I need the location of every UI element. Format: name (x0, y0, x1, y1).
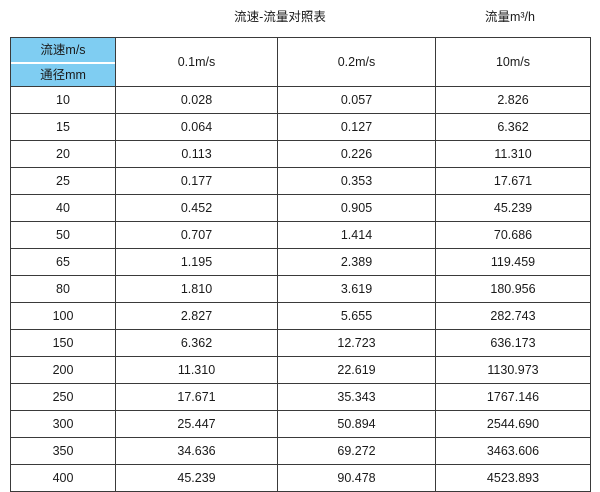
row-value-0: 1.195 (115, 248, 278, 276)
row-dn: 200 (10, 356, 116, 384)
row-dn: 50 (10, 221, 116, 249)
corner-header-top-label: 流速m/s (11, 38, 115, 64)
row-value-0: 6.362 (115, 329, 278, 357)
corner-header-stack: 流速m/s 通径mm (11, 38, 115, 87)
table-row: 250 17.671 35.343 1767.146 (10, 383, 591, 411)
table-row: 65 1.195 2.389 119.459 (10, 248, 591, 276)
row-value-1: 50.894 (277, 410, 436, 438)
row-value-2: 1767.146 (435, 383, 591, 411)
table-row: 80 1.810 3.619 180.956 (10, 275, 591, 303)
row-value-1: 12.723 (277, 329, 436, 357)
row-value-1: 0.353 (277, 167, 436, 195)
column-header-1: 0.2m/s (277, 37, 436, 87)
row-value-0: 0.113 (115, 140, 278, 168)
table-row: 50 0.707 1.414 70.686 (10, 221, 591, 249)
table-body: 流速m/s 通径mm 0.1m/s 0.2m/s 10m/s 10 0.028 … (10, 37, 591, 492)
corner-header-cell: 流速m/s 通径mm (10, 37, 116, 87)
row-value-2: 3463.606 (435, 437, 591, 465)
row-dn: 300 (10, 410, 116, 438)
row-value-1: 0.226 (277, 140, 436, 168)
table-row: 40 0.452 0.905 45.239 (10, 194, 591, 222)
row-value-2: 70.686 (435, 221, 591, 249)
row-dn: 40 (10, 194, 116, 222)
row-value-2: 2.826 (435, 86, 591, 114)
row-dn: 350 (10, 437, 116, 465)
row-value-0: 0.177 (115, 167, 278, 195)
row-value-0: 0.064 (115, 113, 278, 141)
table-header-row: 流速m/s 通径mm 0.1m/s 0.2m/s 10m/s (10, 37, 591, 87)
row-value-1: 5.655 (277, 302, 436, 330)
row-dn: 65 (10, 248, 116, 276)
row-value-0: 34.636 (115, 437, 278, 465)
row-dn: 10 (10, 86, 116, 114)
row-value-0: 0.028 (115, 86, 278, 114)
unit-title: 流量m³/h (484, 10, 535, 24)
row-value-0: 45.239 (115, 464, 278, 492)
caption-row: 流速-流量对照表 流量m³/h (0, 0, 600, 34)
column-header-0: 0.1m/s (115, 37, 278, 87)
table-row: 150 6.362 12.723 636.173 (10, 329, 591, 357)
row-value-2: 636.173 (435, 329, 591, 357)
row-dn: 25 (10, 167, 116, 195)
row-value-0: 25.447 (115, 410, 278, 438)
row-dn: 20 (10, 140, 116, 168)
table-row: 15 0.064 0.127 6.362 (10, 113, 591, 141)
row-value-0: 0.452 (115, 194, 278, 222)
table-row: 10 0.028 0.057 2.826 (10, 86, 591, 114)
row-value-1: 3.619 (277, 275, 436, 303)
row-value-2: 6.362 (435, 113, 591, 141)
row-value-2: 45.239 (435, 194, 591, 222)
row-dn: 150 (10, 329, 116, 357)
row-value-1: 90.478 (277, 464, 436, 492)
row-value-2: 180.956 (435, 275, 591, 303)
table-row: 20 0.113 0.226 11.310 (10, 140, 591, 168)
row-dn: 100 (10, 302, 116, 330)
row-value-1: 69.272 (277, 437, 436, 465)
row-value-2: 17.671 (435, 167, 591, 195)
row-value-0: 2.827 (115, 302, 278, 330)
row-value-0: 11.310 (115, 356, 278, 384)
page-title: 流速-流量对照表 (234, 10, 326, 24)
row-value-0: 1.810 (115, 275, 278, 303)
corner-header-bottom-label: 通径mm (11, 64, 115, 87)
row-value-1: 0.127 (277, 113, 436, 141)
row-value-2: 1130.973 (435, 356, 591, 384)
table-row: 400 45.239 90.478 4523.893 (10, 464, 591, 492)
row-value-1: 35.343 (277, 383, 436, 411)
table-row: 100 2.827 5.655 282.743 (10, 302, 591, 330)
row-value-2: 282.743 (435, 302, 591, 330)
flow-rate-table: 流速m/s 通径mm 0.1m/s 0.2m/s 10m/s 10 0.028 … (10, 37, 591, 492)
row-value-1: 22.619 (277, 356, 436, 384)
table-container: 流速m/s 通径mm 0.1m/s 0.2m/s 10m/s 10 0.028 … (10, 37, 591, 492)
row-dn: 15 (10, 113, 116, 141)
table-row: 300 25.447 50.894 2544.690 (10, 410, 591, 438)
row-value-0: 17.671 (115, 383, 278, 411)
table-row: 350 34.636 69.272 3463.606 (10, 437, 591, 465)
row-dn: 250 (10, 383, 116, 411)
row-value-0: 0.707 (115, 221, 278, 249)
row-dn: 80 (10, 275, 116, 303)
table-row: 200 11.310 22.619 1130.973 (10, 356, 591, 384)
table-row: 25 0.177 0.353 17.671 (10, 167, 591, 195)
row-value-1: 2.389 (277, 248, 436, 276)
row-value-2: 2544.690 (435, 410, 591, 438)
column-header-2: 10m/s (435, 37, 591, 87)
row-value-2: 4523.893 (435, 464, 591, 492)
row-value-2: 11.310 (435, 140, 591, 168)
row-value-1: 0.905 (277, 194, 436, 222)
row-value-1: 0.057 (277, 86, 436, 114)
row-dn: 400 (10, 464, 116, 492)
row-value-1: 1.414 (277, 221, 436, 249)
row-value-2: 119.459 (435, 248, 591, 276)
